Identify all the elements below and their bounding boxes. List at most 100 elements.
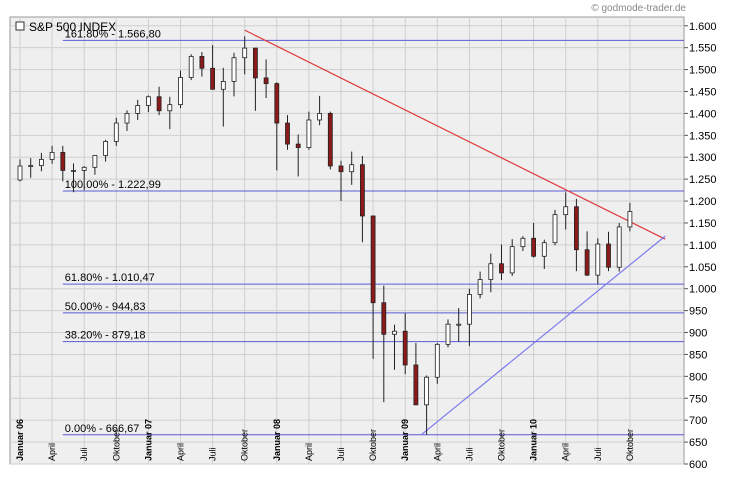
candle-bull — [81, 166, 87, 171]
y-tick-label: 1.550 — [689, 43, 717, 55]
chart-background — [9, 16, 685, 465]
candle-bull — [509, 246, 515, 274]
fib-level-label: 38.20% - 879,18 — [65, 330, 146, 342]
candle-bear — [606, 243, 611, 268]
y-tick-label: 1.150 — [689, 218, 717, 230]
candle-bull — [627, 211, 633, 228]
candle-bull — [616, 226, 622, 268]
candle-bear — [199, 56, 205, 69]
candle-bear — [359, 164, 365, 217]
y-tick-label: 1.200 — [689, 196, 717, 208]
candle-bull — [477, 279, 483, 295]
x-tick-label: Juli — [208, 447, 218, 461]
candle-bear — [413, 364, 419, 406]
candle-bull — [349, 164, 355, 173]
candle-bull — [17, 165, 23, 181]
candle-bull — [28, 165, 34, 167]
x-tick-label: Januar 06 — [15, 419, 25, 461]
x-tick-label: Januar 08 — [272, 419, 282, 461]
support-trendline — [420, 235, 666, 436]
candle-bull — [434, 343, 440, 378]
x-tick-label: Januar 09 — [400, 419, 410, 461]
candle-bear — [60, 152, 66, 171]
candle-bear — [156, 96, 162, 112]
y-tick-label: 700 — [689, 415, 707, 427]
y-tick-label: 800 — [689, 371, 707, 383]
source-credit: © godmode-trader.de — [591, 3, 686, 14]
candle-bear — [531, 237, 536, 257]
fib-level-label: 161.80% - 1.566,80 — [65, 28, 161, 40]
y-tick-label: 1.400 — [689, 108, 717, 120]
candle-bear — [274, 83, 280, 124]
candle-bull — [456, 323, 462, 326]
candle-bear — [210, 67, 216, 90]
y-tick-label: 1.250 — [689, 174, 717, 186]
candle-bear — [252, 47, 258, 79]
candle-bull — [167, 104, 173, 112]
y-tick-label: 1.100 — [689, 240, 717, 252]
candle-bull — [466, 294, 472, 325]
y-tick-label: 1.050 — [689, 262, 717, 274]
x-tick-label: Juli — [79, 447, 89, 461]
trendlines — [244, 29, 666, 436]
x-tick-label: Oktober — [368, 429, 378, 461]
legend-swatch — [15, 21, 25, 31]
candle-bull — [563, 206, 569, 216]
candle-bull — [145, 96, 151, 106]
y-tick-label: 1.500 — [689, 65, 717, 77]
candle-bull — [92, 155, 98, 168]
candle-bull — [124, 113, 130, 124]
candle-bull — [242, 47, 248, 59]
fib-level-label: 100.00% - 1.222,99 — [65, 179, 161, 191]
candle-bull — [231, 57, 237, 82]
y-tick-label: 1.600 — [689, 21, 717, 33]
candle-bull — [49, 152, 55, 160]
candlesticks — [17, 36, 633, 435]
candle-bull — [39, 159, 44, 166]
candle-bear — [499, 263, 504, 274]
candle-bear — [402, 330, 408, 366]
x-tick-label: April — [176, 443, 186, 461]
candle-bull — [113, 122, 119, 142]
x-tick-label: Juli — [336, 447, 346, 461]
x-tick-label: April — [304, 443, 314, 461]
candle-bear — [263, 77, 269, 85]
resistance-trendline — [244, 29, 666, 240]
x-tick-label: Januar 10 — [529, 419, 539, 461]
candle-bull — [306, 119, 312, 148]
y-tick-label: 850 — [689, 349, 707, 361]
x-tick-label: April — [432, 443, 442, 461]
grid-lines — [10, 17, 684, 465]
y-tick-label: 1.300 — [689, 152, 717, 164]
fib-level-label: 61.80% - 1.010,47 — [65, 272, 155, 284]
x-tick-label: April — [47, 443, 57, 461]
candle-bull — [317, 113, 323, 121]
candle-bear — [381, 302, 387, 335]
candle-bear — [285, 122, 290, 145]
candle-bull — [552, 214, 558, 244]
candle-bear — [584, 249, 590, 276]
x-tick-label: Oktober — [625, 429, 635, 461]
candle-bull — [71, 169, 76, 172]
y-tick-label: 650 — [689, 437, 707, 449]
chart-title: S&P 500 INDEX — [29, 20, 116, 34]
candle-bull — [220, 81, 226, 90]
candle-bear — [574, 206, 579, 251]
candle-bull — [595, 243, 601, 276]
y-tick-label: 1.000 — [689, 284, 717, 296]
candle-bull — [135, 105, 141, 114]
x-tick-label: Juli — [464, 447, 474, 461]
x-axis: Januar 06 April Juli Oktober Januar 07 April J… — [15, 419, 635, 461]
y-tick-label: 1.450 — [689, 87, 717, 99]
x-tick-label: Januar 07 — [143, 419, 153, 461]
x-tick-label: Oktober — [240, 429, 250, 461]
candle-bull — [445, 323, 451, 345]
fib-level-label: 0.00% - 666,67 — [65, 423, 140, 435]
y-tick-label: 750 — [689, 393, 707, 405]
x-tick-label: April — [561, 443, 571, 461]
candle-bull — [178, 77, 183, 106]
y-tick-label: 1.350 — [689, 130, 717, 142]
candle-bull — [541, 242, 547, 257]
candle-bull — [188, 56, 194, 78]
